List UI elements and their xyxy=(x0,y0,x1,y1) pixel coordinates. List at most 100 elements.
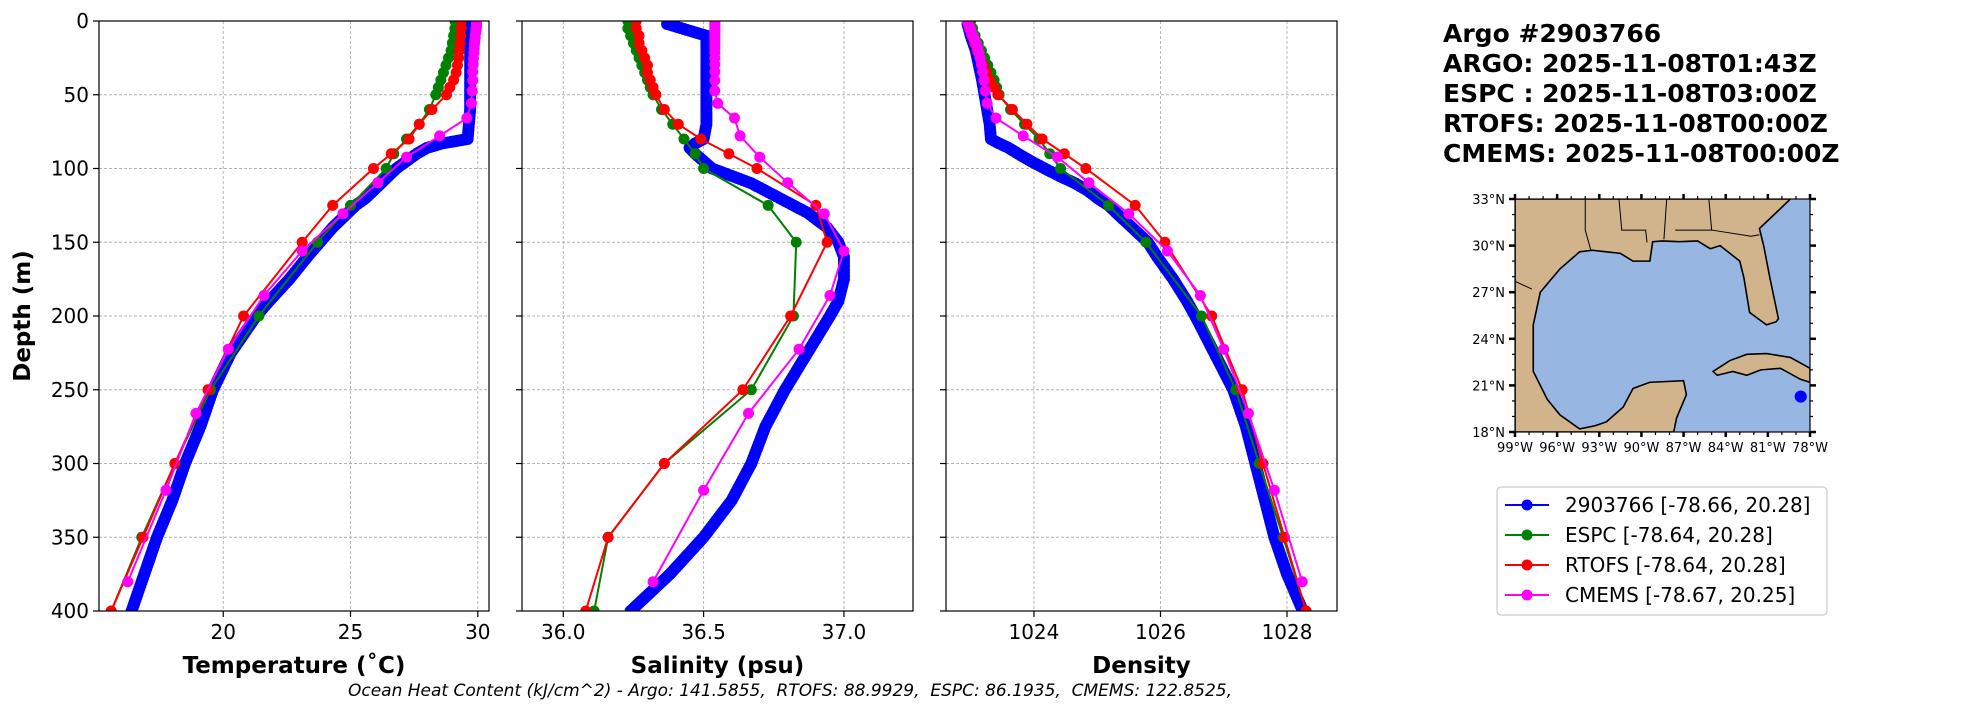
x-tick-label: 36.0 xyxy=(541,620,586,644)
data-point-cmems xyxy=(709,66,721,78)
map-lat-label: 27°N xyxy=(1472,286,1505,301)
data-point-cmems xyxy=(793,343,805,355)
legend-label: 2903766 [-78.66, 20.28] xyxy=(1565,493,1810,517)
legend-entry: CMEMS [-78.67, 20.25] xyxy=(1505,583,1795,607)
map-lon-label: 81°W xyxy=(1750,441,1786,456)
data-point-cmems xyxy=(160,484,172,496)
data-point-espc xyxy=(1140,236,1152,248)
map-frame xyxy=(1514,198,1811,433)
map-lon-label: 87°W xyxy=(1666,441,1702,456)
data-point-espc xyxy=(698,163,710,174)
data-point-rtofs xyxy=(1021,118,1033,130)
ocean-heat-content-footer: Ocean Heat Content (kJ/cm^2) - Argo: 141… xyxy=(348,681,1232,701)
data-point-argo xyxy=(624,605,637,611)
data-point-rtofs xyxy=(650,89,662,101)
series-group xyxy=(105,21,483,611)
data-point-espc xyxy=(1196,310,1208,322)
title-block: Argo #2903766 ARGO: 2025-11-08T01:43Z ES… xyxy=(1443,19,1840,168)
map-lon-label: 90°W xyxy=(1623,441,1659,456)
data-point-rtofs xyxy=(413,118,425,130)
data-point-cmems xyxy=(754,151,766,163)
data-point-cmems xyxy=(1083,177,1095,189)
data-point-cmems xyxy=(818,208,830,220)
map-lon-label: 93°W xyxy=(1581,441,1617,456)
legend-frame xyxy=(1496,486,1828,616)
legend-entry: 2903766 [-78.66, 20.28] xyxy=(1505,493,1810,517)
data-point-rtofs xyxy=(751,163,763,174)
map-lat-label: 30°N xyxy=(1472,240,1505,255)
map-state-borders xyxy=(1585,199,1591,250)
data-point-rtofs xyxy=(992,89,1004,101)
data-point-espc xyxy=(689,148,701,160)
x-tick-label: 36.5 xyxy=(681,620,726,644)
data-point-rtofs xyxy=(658,458,670,469)
series-line-cmems xyxy=(966,21,1304,583)
y-tick-label: 300 xyxy=(51,452,89,476)
title-rtofs-time: RTOFS: 2025-11-08T00:00Z xyxy=(1443,109,1828,138)
data-point-espc xyxy=(745,384,757,396)
data-point-cmems xyxy=(981,97,993,109)
data-point-espc xyxy=(380,163,392,174)
data-point-rtofs xyxy=(1036,133,1048,145)
map-lat-label: 18°N xyxy=(1472,426,1505,441)
data-point-rtofs xyxy=(440,89,452,101)
data-point-espc xyxy=(678,133,690,145)
y-tick-label: 350 xyxy=(51,525,89,549)
legend-label: CMEMS [-78.67, 20.25] xyxy=(1565,583,1795,607)
data-point-espc xyxy=(790,236,802,248)
data-point-cmems xyxy=(734,130,746,142)
legend: 2903766 [-78.66, 20.28] ESPC [-78.64, 20.… xyxy=(1496,486,1828,616)
legend-entry: RTOFS [-78.64, 20.28] xyxy=(1505,553,1786,577)
data-point-cmems xyxy=(258,289,270,301)
legend-label: RTOFS [-78.64, 20.28] xyxy=(1565,553,1786,577)
data-point-rtofs xyxy=(327,199,339,211)
data-point-cmems xyxy=(979,85,991,97)
map-land-north-america xyxy=(1515,199,1790,432)
title-espc-time: ESPC : 2025-11-08T03:00Z xyxy=(1443,79,1817,108)
data-point-rtofs xyxy=(238,310,250,322)
data-point-rtofs xyxy=(602,531,614,543)
map-lon-label: 78°W xyxy=(1792,441,1828,456)
data-point-cmems xyxy=(401,151,413,163)
data-point-cmems xyxy=(1296,576,1308,588)
y-tick-label: 200 xyxy=(51,304,89,328)
y-tick-label: 250 xyxy=(51,378,89,402)
data-point-espc xyxy=(762,199,774,211)
map-lon-label: 84°W xyxy=(1708,441,1744,456)
title-float-id: Argo #2903766 xyxy=(1443,19,1661,48)
data-point-espc xyxy=(311,236,323,248)
x-axis-label: Temperature (˚C) xyxy=(183,652,406,679)
map-lat-label: 24°N xyxy=(1472,333,1505,348)
data-point-rtofs xyxy=(737,384,749,396)
data-point-espc xyxy=(430,89,442,101)
data-point-espc xyxy=(588,605,600,611)
data-point-cmems xyxy=(372,177,384,189)
data-point-cmems xyxy=(647,576,659,588)
data-point-rtofs xyxy=(296,236,308,248)
title-cmems-time: CMEMS: 2025-11-08T00:00Z xyxy=(1443,139,1840,168)
data-point-cmems xyxy=(461,112,473,124)
panel-salinity: 36.0 36.5 37.0 Salinity (psu) xyxy=(516,20,914,679)
data-point-cmems xyxy=(824,289,836,301)
data-point-rtofs xyxy=(1006,104,1018,115)
series-line-cmems xyxy=(652,21,846,583)
map-canvas xyxy=(1515,199,1810,432)
x-tick-label: 30 xyxy=(465,620,490,644)
data-point-cmems xyxy=(190,407,202,419)
x-tick-label: 1024 xyxy=(1008,620,1059,644)
data-point-cmems xyxy=(1242,407,1254,419)
argo-location-marker xyxy=(1794,390,1807,403)
data-point-rtofs xyxy=(723,148,735,160)
series-group xyxy=(961,21,1312,611)
data-point-cmems xyxy=(743,407,755,419)
x-tick-label: 25 xyxy=(338,620,363,644)
x-tick-label: 1026 xyxy=(1135,620,1186,644)
profile-panels: 20 25 30050100150200250300350400Temperatur… xyxy=(51,9,1338,679)
data-point-cmems xyxy=(1161,245,1173,257)
map-state-borders xyxy=(1712,230,1760,236)
data-point-cmems xyxy=(978,74,990,86)
data-point-cmems xyxy=(728,112,740,124)
data-point-rtofs xyxy=(105,605,117,611)
data-point-cmems xyxy=(709,74,721,86)
panel-temperature: 20 25 30050100150200250300350400Temperatur… xyxy=(51,9,491,679)
